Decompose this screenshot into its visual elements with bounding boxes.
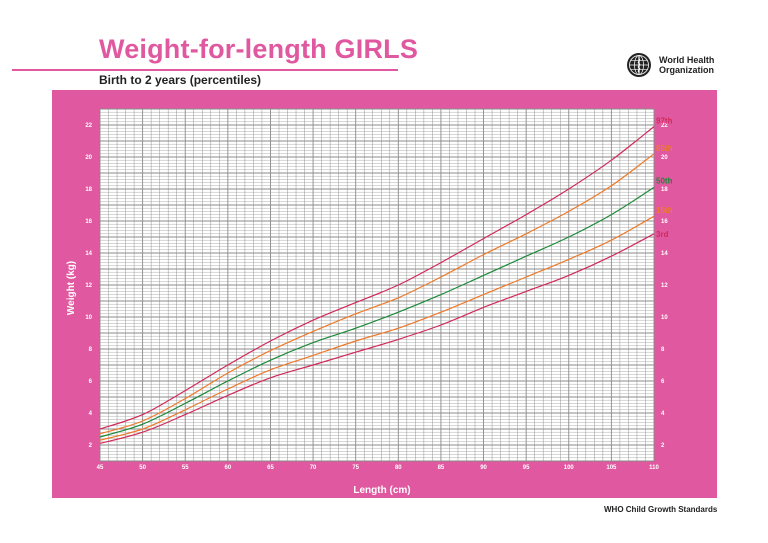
title-underline [12,69,398,71]
x-tick-label: 80 [395,465,402,471]
percentile-lines [99,126,655,444]
x-tick-label: 45 [97,465,104,471]
who-name: World Health Organization [659,55,759,75]
y-tick-label-left: 16 [85,219,92,225]
percentile-line-p50 [99,186,655,438]
y-tick-label-left: 14 [85,251,92,257]
y-tick-label-left: 4 [89,411,93,417]
y-tick-label-left: 6 [89,379,93,385]
percentile-line-p97 [99,126,655,430]
y-tick-label-right: 22 [661,123,668,129]
grid [99,108,655,462]
percentile-line-p85 [99,153,655,435]
x-tick-label: 110 [649,465,659,471]
x-tick-label: 90 [480,465,487,471]
y-tick-label-left: 20 [85,155,92,161]
y-tick-label-left: 8 [89,347,93,353]
who-globe-emblem-icon [627,53,651,77]
x-tick-label: 85 [438,465,445,471]
x-tick-label: 100 [564,465,575,471]
y-tick-label-left: 12 [85,283,92,289]
y-tick-label-right: 18 [661,187,668,193]
percentile-label-p3: 3rd [656,230,669,239]
y-tick-label-right: 10 [661,315,668,321]
percentile-label-p15: 15th [656,206,673,215]
y-tick-label-left: 18 [85,187,92,193]
x-tick-label: 60 [225,465,232,471]
x-tick-label: 105 [606,465,617,471]
y-tick-label-right: 14 [661,251,668,257]
y-tick-label-left: 2 [89,443,93,449]
who-name-line-1: World Health [659,55,715,65]
page-subtitle: Birth to 2 years (percentiles) [99,73,262,87]
page-title: Weight-for-length GIRLS [99,34,419,64]
percentile-label-p85: 85th [656,144,673,153]
x-tick-label: 75 [352,465,359,471]
y-tick-label-right: 16 [661,219,668,225]
y-tick-label-left: 10 [85,315,92,321]
y-tick-label-right: 4 [661,411,665,417]
x-tick-label: 55 [182,465,189,471]
percentile-label-p97: 97th [656,117,673,126]
x-tick-label: 65 [267,465,274,471]
x-tick-label: 70 [310,465,317,471]
y-tick-label-left: 22 [85,123,92,129]
x-axis-label: Length (cm) [353,485,410,496]
x-tick-label: 95 [523,465,530,471]
y-tick-label-right: 8 [661,347,665,353]
y-tick-label-right: 6 [661,379,665,385]
y-tick-label-right: 12 [661,283,668,289]
y-tick-label-right: 2 [661,443,665,449]
percentile-line-p15 [99,215,655,441]
percentile-line-p3 [99,233,655,444]
percentile-labels: 97th 85th 50th 15th 3rd [656,117,673,239]
who-name-line-2: Organization [659,65,715,75]
y-axis-label: Weight (kg) [66,261,77,315]
y-tick-label-right: 20 [661,155,668,161]
x-tick-label: 50 [139,465,146,471]
footer-note: WHO Child Growth Standards [604,505,718,514]
percentile-label-p50: 50th [656,176,673,185]
